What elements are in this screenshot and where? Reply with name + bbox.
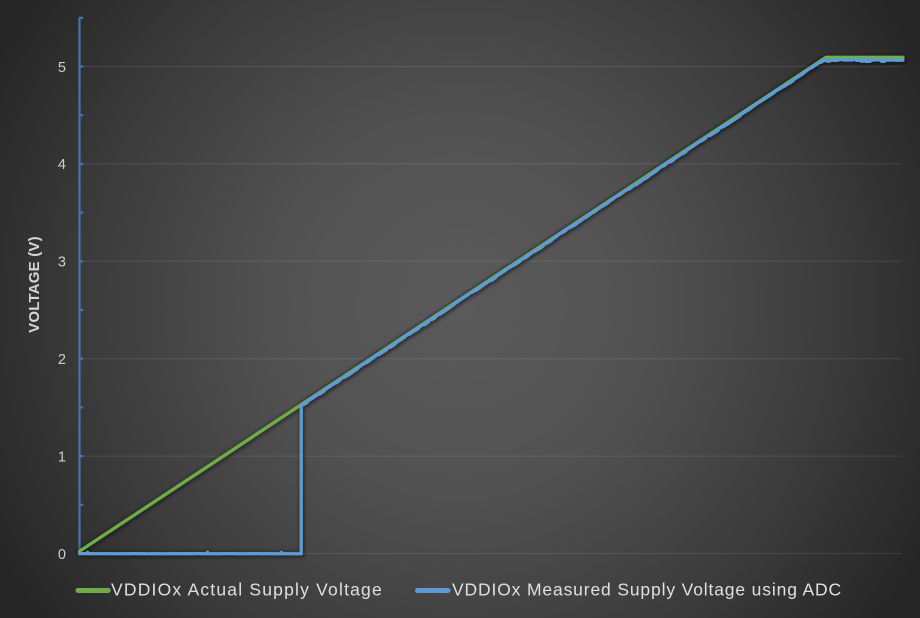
svg-text:4: 4 [58,157,66,173]
svg-text:1: 1 [58,449,66,465]
svg-text:3: 3 [58,255,66,271]
svg-text:5: 5 [58,60,66,76]
svg-text:VOLTAGE (V): VOLTAGE (V) [26,236,43,333]
svg-text:2: 2 [58,352,66,368]
svg-text:VDDIOx Measured Supply Voltage: VDDIOx Measured Supply Voltage using ADC [452,580,842,600]
svg-text:0: 0 [58,547,66,563]
svg-text:VDDIOx Actual Supply Voltage: VDDIOx Actual Supply Voltage [111,580,383,600]
